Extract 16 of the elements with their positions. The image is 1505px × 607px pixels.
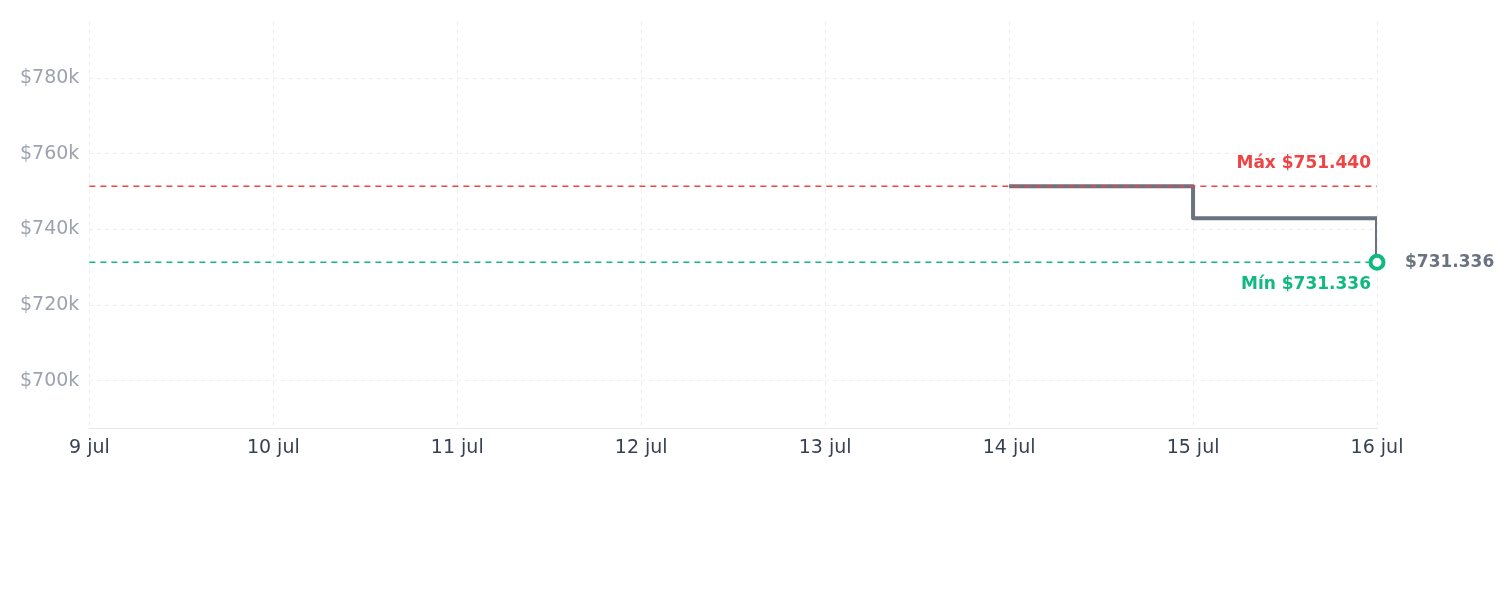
y-tick-label: $780k [20, 65, 80, 88]
x-tick-label: 12 jul [614, 434, 668, 457]
y-tick-label: $740k [20, 216, 80, 239]
x-tick-label: 16 jul [1350, 434, 1404, 457]
x-tick-label: 11 jul [430, 434, 484, 457]
ref-line-label: Máx $751.440 [1236, 152, 1372, 173]
y-tick-label: $720k [20, 292, 80, 315]
y-tick-label: $760k [20, 140, 80, 163]
x-tick-label: 14 jul [982, 434, 1036, 457]
y-tick-label: $700k [20, 367, 80, 390]
x-tick-label: 9 jul [68, 434, 110, 457]
x-tick-label: 10 jul [246, 434, 300, 457]
x-tick-label: 13 jul [798, 434, 852, 457]
annotation: $731.336 [1405, 250, 1495, 271]
x-tick-label: 15 jul [1166, 434, 1220, 457]
ref-line-label: Mín $731.336 [1240, 273, 1371, 294]
